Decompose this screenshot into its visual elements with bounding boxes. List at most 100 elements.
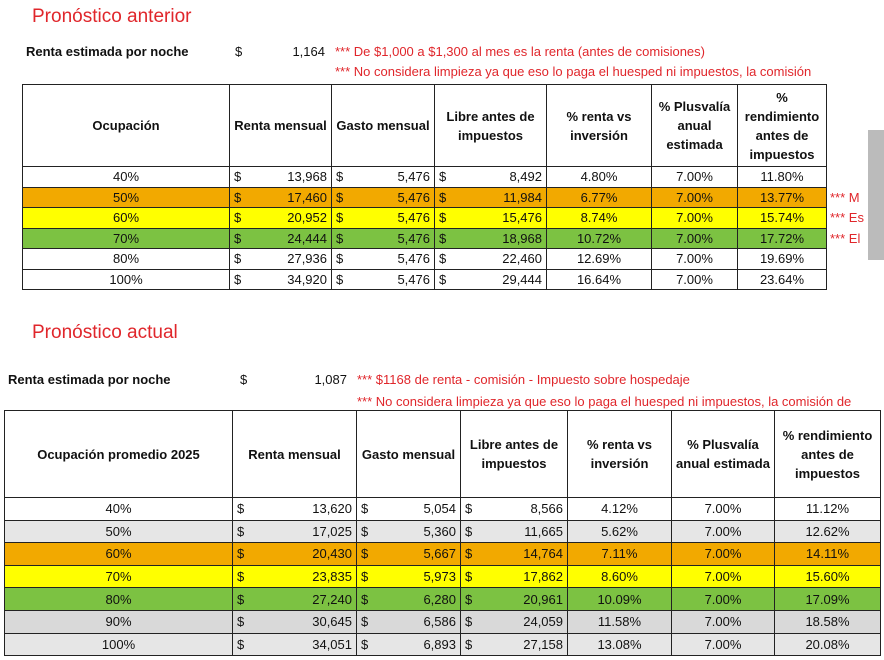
currency-cell: $17,025 (232, 519, 357, 544)
currency-cell: $20,961 (460, 587, 568, 611)
cell: 13.08% (567, 632, 672, 657)
header-cell: % rendimiento antes de impuestos (774, 410, 881, 498)
currency-cell: $5,476 (331, 207, 435, 229)
currency-sign: $ (237, 523, 245, 539)
cell: 4.12% (567, 497, 672, 521)
currency-sign: $ (439, 210, 447, 226)
cell-value: 5,476 (397, 189, 430, 205)
cell-value: 6,586 (423, 614, 456, 630)
currency-cell: $15,476 (434, 207, 547, 229)
currency-cell: $5,476 (331, 268, 435, 290)
currency-cell: $27,936 (229, 248, 332, 270)
currency-sign: $ (336, 251, 344, 267)
cell: 7.00% (651, 166, 738, 188)
currency-sign: $ (439, 230, 447, 246)
header-cell: % Plusvalía anual estimada (671, 410, 775, 498)
rent-label: Renta estimada por noche (26, 44, 189, 59)
row: 60% $20,430 $5,667 $14,764 7.11% 7.00% 14.11% (4, 542, 881, 566)
currency-cell: $5,476 (331, 248, 435, 270)
currency-sign: $ (237, 569, 245, 585)
currency-sign: $ (465, 614, 473, 630)
currency-sign: $ (465, 546, 473, 562)
header-cell: % renta vs inversión (546, 84, 652, 167)
cell-value: 27,240 (312, 591, 352, 607)
currency-sign: $ (336, 169, 344, 185)
cell: 50% (4, 519, 233, 544)
currency-sign: $ (439, 189, 447, 205)
header-cell: % rendimiento antes de impuestos (737, 84, 827, 167)
header-cell: Ocupación (22, 84, 230, 167)
header-cell: Libre antes de impuestos (460, 410, 568, 498)
currency-cell: $5,476 (331, 186, 435, 208)
row: 90% $30,645 $6,586 $24,059 11.58% 7.00% 18.58% (4, 609, 881, 634)
currency-cell: $30,645 (232, 609, 357, 634)
currency-cell: $24,059 (460, 609, 568, 634)
cell-value: 5,667 (423, 546, 456, 562)
cell-value: 5,054 (423, 501, 456, 517)
currency-sign: $ (234, 271, 242, 287)
note: *** No considera limpieza ya que eso lo … (357, 394, 852, 409)
currency-sign: $ (465, 569, 473, 585)
header-row: Ocupación promedio 2025 Renta mensual Gast… (4, 410, 881, 498)
currency-cell: $29,444 (434, 268, 547, 290)
currency-cell: $18,968 (434, 227, 547, 249)
header-cell: Ocupación promedio 2025 (4, 410, 233, 498)
currency: $ (240, 372, 248, 387)
cell-value: 22,460 (502, 251, 542, 267)
cell-value: 17,862 (523, 569, 563, 585)
cell: 4.80% (546, 166, 652, 188)
cell-value: 18,968 (502, 230, 542, 246)
section-title: Pronóstico actual (32, 322, 178, 343)
currency-sign: $ (361, 546, 369, 562)
cell: 7.00% (671, 609, 775, 634)
cell: 8.74% (546, 207, 652, 229)
cell: 7.00% (671, 564, 775, 589)
currency-sign: $ (237, 546, 245, 562)
cell: 18.58% (774, 609, 881, 634)
currency-cell: $6,893 (356, 632, 461, 657)
cell-value: 13,620 (312, 501, 352, 517)
cell-value: 17,025 (312, 523, 352, 539)
cell: 100% (4, 632, 233, 657)
cell-value: 14,764 (523, 546, 563, 562)
data-table: Ocupación Renta mensual Gasto mensual Libre… (22, 84, 827, 290)
currency-cell: $11,984 (434, 186, 547, 208)
side-photo (868, 130, 884, 260)
header-row: Ocupación Renta mensual Gasto mensual Libre… (22, 84, 827, 167)
cell: 7.00% (651, 227, 738, 249)
row: 100% $34,051 $6,893 $27,158 13.08% 7.00% 20.08… (4, 632, 881, 657)
currency-cell: $13,620 (232, 497, 357, 521)
currency-cell: $5,054 (356, 497, 461, 521)
header-cell: Renta mensual (232, 410, 357, 498)
row: 60% $20,952 $5,476 $15,476 8.74% 7.00% 15.74% (22, 207, 827, 229)
currency-sign: $ (234, 230, 242, 246)
currency-sign: $ (361, 636, 369, 652)
currency-sign: $ (361, 523, 369, 539)
cell: 17.09% (774, 587, 881, 611)
currency-sign: $ (361, 591, 369, 607)
cell: 7.00% (671, 587, 775, 611)
note: *** De $1,000 a $1,300 al mes es la rent… (335, 44, 705, 59)
cell: 11.12% (774, 497, 881, 521)
currency-sign: $ (234, 189, 242, 205)
currency: $ (235, 44, 243, 59)
cell: 60% (22, 207, 230, 229)
currency-sign: $ (439, 251, 447, 267)
currency-sign: $ (237, 614, 245, 630)
cell: 10.72% (546, 227, 652, 249)
currency-cell: $17,460 (229, 186, 332, 208)
cell-value: 5,476 (397, 169, 430, 185)
cell: 11.58% (567, 609, 672, 634)
cell-value: 20,952 (287, 210, 327, 226)
cell-value: 24,059 (523, 614, 563, 630)
cell-value: 5,476 (397, 230, 430, 246)
cell-value: 6,893 (423, 636, 456, 652)
cell: 7.00% (671, 519, 775, 544)
currency-sign: $ (361, 501, 369, 517)
row: 50% $17,025 $5,360 $11,665 5.62% 7.00% 12.62% (4, 519, 881, 544)
row: 50% $17,460 $5,476 $11,984 6.77% 7.00% 13.77% (22, 186, 827, 208)
row: 70% $23,835 $5,973 $17,862 8.60% 7.00% 15.60% (4, 564, 881, 589)
header-cell: Gasto mensual (331, 84, 435, 167)
cell: 23.64% (737, 268, 827, 290)
cell: 5.62% (567, 519, 672, 544)
